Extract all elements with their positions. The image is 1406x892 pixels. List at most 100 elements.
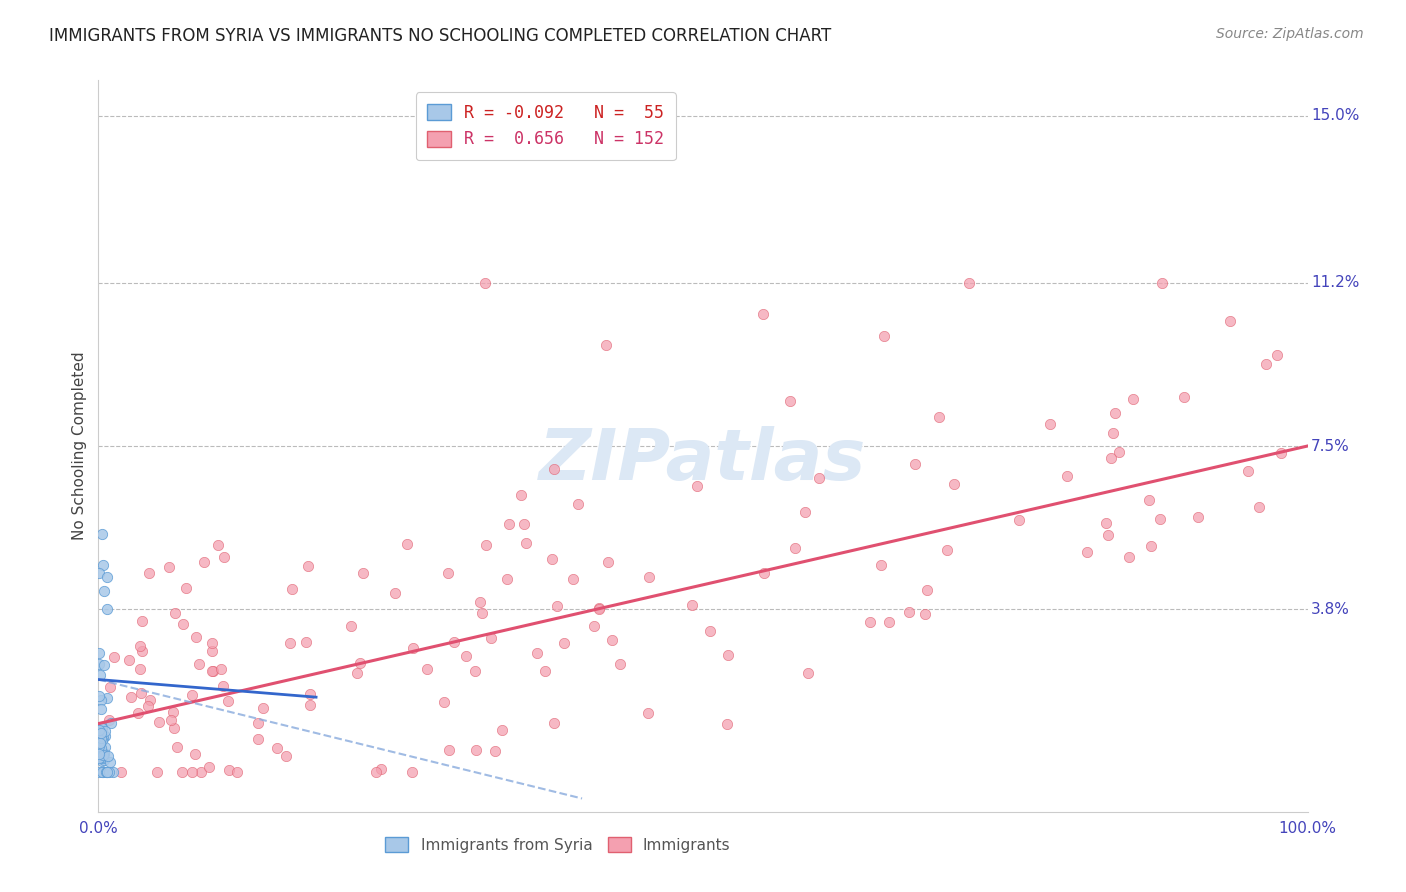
Point [201, 664, 224, 678]
Point [193, 555, 215, 569]
Point [1039, 417, 1062, 432]
Text: Source: ZipAtlas.com: Source: ZipAtlas.com [1216, 27, 1364, 41]
Point [526, 646, 548, 660]
Text: IMMIGRANTS FROM SYRIA VS IMMIGRANTS NO SCHOOLING COMPLETED CORRELATION CHART: IMMIGRANTS FROM SYRIA VS IMMIGRANTS NO S… [49, 27, 831, 45]
Point [443, 634, 465, 648]
Point [484, 743, 506, 757]
Point [129, 639, 152, 653]
Point [247, 731, 270, 746]
Point [783, 541, 806, 555]
Point [103, 650, 125, 665]
Point [118, 653, 141, 667]
Point [859, 615, 882, 629]
Point [352, 566, 374, 581]
Point [637, 570, 659, 584]
Point [395, 537, 418, 551]
Point [170, 765, 193, 780]
Point [89, 667, 111, 681]
Point [681, 599, 703, 613]
Point [211, 679, 233, 693]
Point [543, 462, 565, 476]
Point [207, 538, 229, 552]
Legend: Immigrants from Syria, Immigrants: Immigrants from Syria, Immigrants [380, 831, 737, 859]
Point [131, 614, 153, 628]
Point [200, 644, 222, 658]
Point [957, 276, 980, 290]
Point [90, 740, 112, 755]
Text: 15.0%: 15.0% [1312, 108, 1360, 123]
Point [298, 698, 321, 712]
Point [1102, 425, 1125, 440]
Point [1270, 445, 1292, 459]
Point [402, 640, 425, 655]
Point [96, 765, 118, 780]
Point [716, 716, 738, 731]
Point [595, 337, 617, 351]
Point [588, 601, 610, 615]
Point [873, 329, 896, 343]
Point [91, 750, 114, 764]
Text: 7.5%: 7.5% [1312, 439, 1350, 453]
Point [510, 488, 533, 502]
Point [89, 646, 111, 660]
Point [1099, 450, 1122, 465]
Point [1187, 510, 1209, 524]
Point [1076, 544, 1098, 558]
Point [1237, 464, 1260, 478]
Point [281, 582, 304, 597]
Point [89, 726, 111, 740]
Point [103, 765, 125, 780]
Point [91, 733, 114, 747]
Point [91, 765, 114, 780]
Point [298, 687, 321, 701]
Point [339, 619, 361, 633]
Point [97, 765, 120, 780]
Point [541, 552, 564, 566]
Point [89, 747, 111, 761]
Point [89, 722, 111, 736]
Point [100, 715, 122, 730]
Point [808, 470, 831, 484]
Point [877, 615, 900, 630]
Point [437, 743, 460, 757]
Point [1249, 500, 1271, 514]
Point [89, 749, 111, 764]
Point [1097, 528, 1119, 542]
Point [90, 725, 112, 739]
Point [166, 739, 188, 754]
Point [91, 558, 114, 572]
Point [432, 695, 454, 709]
Point [1173, 390, 1195, 404]
Point [90, 693, 112, 707]
Point [131, 644, 153, 658]
Point [91, 731, 114, 746]
Point [543, 716, 565, 731]
Point [98, 681, 121, 695]
Point [515, 536, 537, 550]
Point [370, 762, 392, 776]
Point [1094, 516, 1116, 531]
Point [174, 581, 197, 595]
Point [475, 538, 498, 552]
Point [90, 748, 112, 763]
Point [914, 607, 936, 621]
Point [93, 746, 115, 760]
Point [401, 765, 423, 780]
Point [869, 558, 891, 573]
Point [87, 723, 110, 737]
Point [172, 617, 194, 632]
Point [553, 635, 575, 649]
Point [266, 740, 288, 755]
Point [716, 648, 738, 662]
Point [218, 763, 240, 777]
Text: ZIPatlas: ZIPatlas [540, 426, 866, 495]
Y-axis label: No Schooling Completed: No Schooling Completed [72, 351, 87, 541]
Text: 11.2%: 11.2% [1312, 276, 1360, 291]
Point [225, 765, 247, 780]
Point [752, 307, 775, 321]
Point [129, 686, 152, 700]
Point [190, 765, 212, 780]
Point [498, 517, 520, 532]
Point [495, 572, 517, 586]
Point [136, 699, 159, 714]
